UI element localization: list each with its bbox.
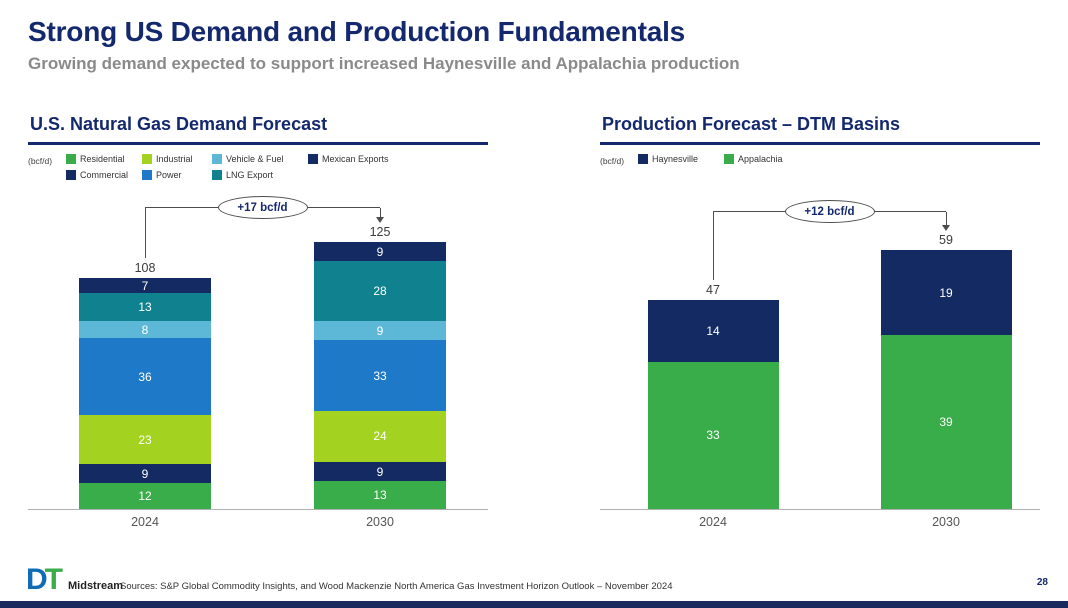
legend-item-residential: Residential xyxy=(66,154,142,164)
bar-total: 59 xyxy=(939,233,953,248)
plot-area: 33 14 47 39 19 59 +12 bcf/d xyxy=(600,165,1040,510)
segment-power: 33 xyxy=(314,340,446,411)
segment-mexican-exports: 7 xyxy=(79,278,211,294)
chart-legend: (bcf/d) Residential Industrial Vehicle & F… xyxy=(28,154,389,186)
legend-swatch xyxy=(142,154,152,164)
unit-label: (bcf/d) xyxy=(28,156,53,166)
unit-label: (bcf/d) xyxy=(600,156,625,166)
legend-rows: Residential Industrial Vehicle & Fuel Mexic… xyxy=(66,154,389,186)
legend-rows: Haynesville Appalachia xyxy=(638,154,783,170)
segment-haynesville: 19 xyxy=(880,250,1012,336)
segment-appalachia: 39 xyxy=(880,335,1012,509)
legend-row: Residential Industrial Vehicle & Fuel Mexic… xyxy=(66,154,389,164)
category-label: 2030 xyxy=(366,515,394,529)
segment-lng-export: 13 xyxy=(79,293,211,322)
source-note: Sources: S&P Global Commodity Insights, … xyxy=(120,581,673,592)
segment-residential: 12 xyxy=(79,483,211,509)
segment-vehicle-fuel: 9 xyxy=(314,321,446,341)
legend-swatch xyxy=(308,154,318,164)
logo-letter-d: D xyxy=(26,563,48,596)
category-label: 2024 xyxy=(699,515,727,529)
legend-swatch xyxy=(66,154,76,164)
legend-label: Power xyxy=(156,170,182,180)
legend-label: Mexican Exports xyxy=(322,154,389,164)
segment-industrial: 23 xyxy=(79,415,211,465)
segment-mexican-exports: 9 xyxy=(314,242,446,262)
segment-commercial: 9 xyxy=(314,462,446,482)
production-forecast-chart: Production Forecast – DTM Basins (bcf/d)… xyxy=(600,112,1040,552)
legend-swatch xyxy=(638,154,648,164)
bar-total: 108 xyxy=(134,261,156,276)
segment-vehicle-fuel: 8 xyxy=(79,321,211,339)
segment-appalachia: 33 xyxy=(647,361,779,509)
segment-commercial: 9 xyxy=(79,464,211,484)
legend-swatch xyxy=(212,170,222,180)
logo-midstream-text: Midstream xyxy=(68,580,124,592)
legend-item-appalachia: Appalachia xyxy=(724,154,783,164)
stacked-bar-2024: 33 14 xyxy=(647,299,779,509)
page-number: 28 xyxy=(1036,577,1048,588)
annotation-line-left xyxy=(145,208,146,259)
annotation-line-right xyxy=(946,212,947,227)
legend-swatch xyxy=(142,170,152,180)
annotation-line-right xyxy=(380,208,381,218)
stacked-bar-2030: 13 9 24 33 9 28 9 xyxy=(314,242,446,509)
legend-row: Haynesville Appalachia xyxy=(638,154,783,164)
legend-row: Commercial Power LNG Export xyxy=(66,170,389,180)
segment-industrial: 24 xyxy=(314,410,446,463)
legend-item-power: Power xyxy=(142,170,212,180)
legend-label: Commercial xyxy=(80,170,129,180)
legend-swatch xyxy=(66,170,76,180)
legend-label: Appalachia xyxy=(738,154,783,164)
annotation-arrowhead-icon xyxy=(376,217,384,223)
annotation-line-left xyxy=(713,212,714,280)
stacked-bar-2030: 39 19 xyxy=(880,250,1012,509)
legend-item-commercial: Commercial xyxy=(66,170,142,180)
legend-label: Industrial xyxy=(156,154,193,164)
legend-item-industrial: Industrial xyxy=(142,154,212,164)
footer-accent-bar xyxy=(0,601,1068,608)
segment-lng-export: 28 xyxy=(314,261,446,322)
legend-swatch xyxy=(724,154,734,164)
legend-item-lng-export: LNG Export xyxy=(212,170,308,180)
legend-label: Residential xyxy=(80,154,125,164)
segment-haynesville: 14 xyxy=(647,299,779,362)
bar-total: 125 xyxy=(369,225,391,239)
legend-swatch xyxy=(212,154,222,164)
category-label: 2030 xyxy=(932,515,960,529)
legend-label: LNG Export xyxy=(226,170,274,180)
demand-forecast-chart: U.S. Natural Gas Demand Forecast (bcf/d)… xyxy=(28,112,488,552)
annotation-label: +17 bcf/d xyxy=(217,196,308,219)
dt-midstream-logo: DT Midstream xyxy=(26,565,123,595)
page-title: Strong US Demand and Production Fundamen… xyxy=(28,16,686,47)
chart-title-production: Production Forecast – DTM Basins xyxy=(600,112,1040,145)
legend-item-vehicle-fuel: Vehicle & Fuel xyxy=(212,154,308,164)
chart-title-demand: U.S. Natural Gas Demand Forecast xyxy=(28,112,488,145)
legend-item-haynesville: Haynesville xyxy=(638,154,724,164)
legend-item-mexican-exports: Mexican Exports xyxy=(308,154,389,164)
plot-area: 12 9 23 36 8 13 7 108 13 9 24 33 9 28 9 125 +17 bcf/d xyxy=(28,165,488,510)
legend-label: Haynesville xyxy=(652,154,699,164)
segment-power: 36 xyxy=(79,338,211,416)
bar-total: 47 xyxy=(706,282,720,297)
segment-residential: 13 xyxy=(314,481,446,509)
annotation-label: +12 bcf/d xyxy=(784,200,875,223)
category-label: 2024 xyxy=(131,515,159,529)
logo-letter-t: T xyxy=(44,563,63,596)
chart-legend: (bcf/d) Haynesville Appalachia xyxy=(600,154,783,170)
stacked-bar-2024: 12 9 23 36 8 13 7 xyxy=(79,278,211,509)
annotation-arrowhead-icon xyxy=(942,225,950,232)
page-subtitle: Growing demand expected to support incre… xyxy=(28,54,740,73)
legend-label: Vehicle & Fuel xyxy=(226,154,284,164)
